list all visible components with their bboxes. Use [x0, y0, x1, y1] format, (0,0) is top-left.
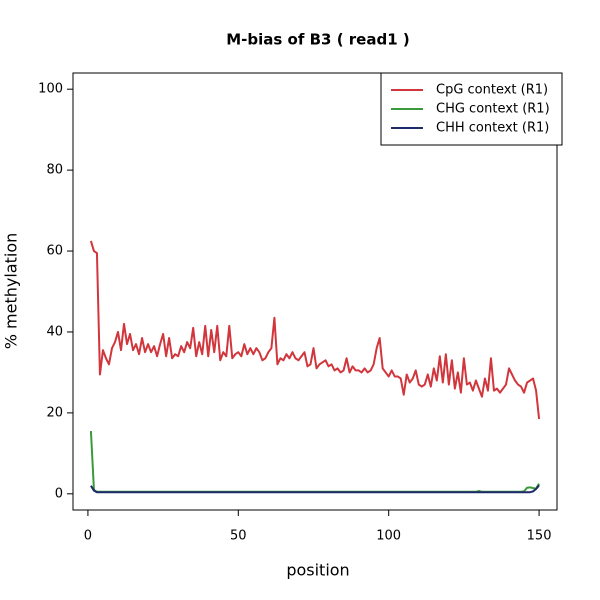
y-tick-label: 20: [46, 405, 63, 420]
x-tick-label: 50: [230, 529, 247, 544]
plot-frame: [72, 72, 558, 511]
y-tick-label: 40: [46, 324, 63, 339]
y-tick-label: 100: [38, 82, 63, 97]
y-tick-label: 80: [46, 163, 63, 178]
y-tick-label: 60: [46, 244, 63, 259]
data-line: [90, 484, 540, 494]
data-line: [89, 431, 540, 493]
x-tick-label: 0: [84, 529, 92, 544]
x-axis-title: position: [286, 561, 349, 580]
legend-label: CHG context (R1): [436, 102, 550, 117]
y-axis-title: % methylation: [2, 233, 21, 350]
legend-label: CpG context (R1): [436, 83, 548, 98]
x-tick-label: 150: [527, 529, 552, 544]
x-tick-label: 100: [376, 529, 401, 544]
y-tick-label: 0: [55, 486, 63, 501]
data-line: [89, 240, 541, 420]
chart-title: M-bias of B3 ( read1 ): [226, 31, 409, 49]
legend-label: CHH context (R1): [436, 121, 549, 136]
